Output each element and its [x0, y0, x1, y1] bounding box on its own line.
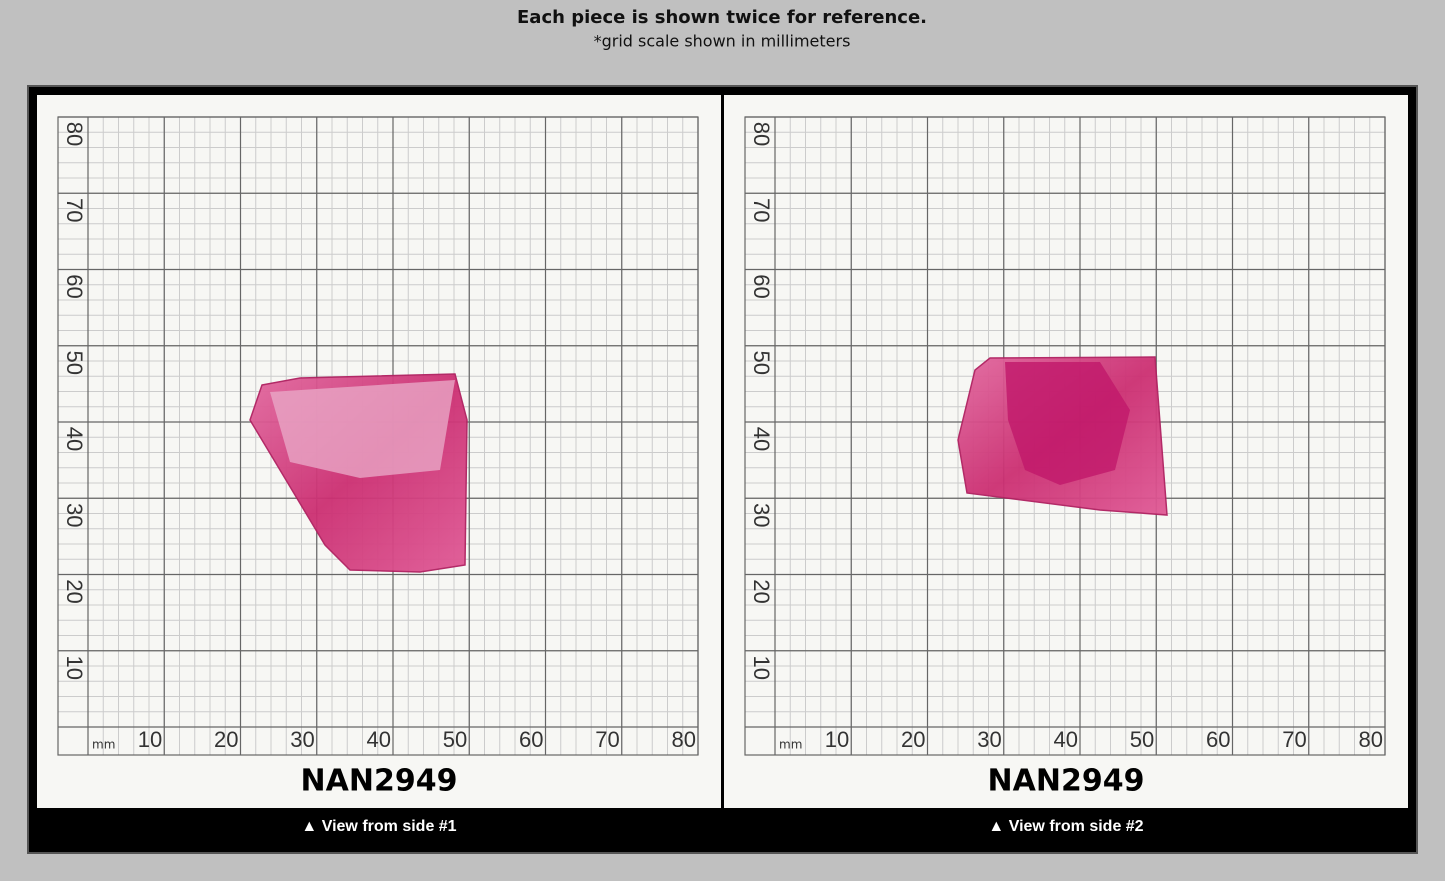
- x-scale-label: 80: [1359, 727, 1383, 752]
- y-scale-label: 30: [62, 503, 87, 527]
- y-scale-label: 20: [749, 579, 774, 603]
- x-scale-label: 50: [1130, 727, 1154, 752]
- unit-label: mm: [779, 738, 802, 752]
- grid-border: [57, 116, 699, 756]
- gem-facet: [1005, 362, 1130, 485]
- x-scale-label: 60: [519, 727, 543, 752]
- caption: ▲ View from side #2: [988, 818, 1143, 835]
- x-scale-label: 60: [1206, 727, 1230, 752]
- x-scale-label: 30: [290, 727, 314, 752]
- x-scale-label: 70: [595, 727, 619, 752]
- y-scale-label: 20: [62, 579, 87, 603]
- x-scale-label: 70: [1282, 727, 1306, 752]
- y-scale-label: 80: [62, 122, 87, 146]
- y-scale-label: 60: [62, 274, 87, 298]
- y-scale-label: 40: [62, 427, 87, 451]
- subtitle: *grid scale shown in millimeters: [594, 32, 851, 51]
- x-scale-label: 40: [367, 727, 391, 752]
- panel: mm 10 20 30 40 50 60 70 80 10 20 30 40 50 60 70 80 NAN294…: [724, 95, 1408, 835]
- y-scale-label: 80: [749, 122, 774, 146]
- y-scale-label: 70: [749, 198, 774, 222]
- x-scale-label: 10: [138, 727, 162, 752]
- y-scale-label: 70: [62, 198, 87, 222]
- x-scale-label: 20: [214, 727, 238, 752]
- x-scale-label: 20: [901, 727, 925, 752]
- panels: mm 10 20 30 40 50 60 70 80 10 20 30 40 50 60 70 80 NAN294…: [37, 95, 1408, 835]
- x-scale-label: 50: [443, 727, 467, 752]
- y-scale-label: 30: [749, 503, 774, 527]
- title: Each piece is shown twice for reference.: [517, 7, 927, 28]
- y-scale-label: 10: [749, 656, 774, 680]
- y-scale-label: 50: [62, 351, 87, 375]
- gem-facet: [270, 380, 455, 478]
- y-scale-label: 10: [62, 656, 87, 680]
- y-scale-label: 40: [749, 427, 774, 451]
- y-scale-label: 60: [749, 274, 774, 298]
- unit-label: mm: [92, 738, 115, 752]
- item-id: NAN2949: [988, 764, 1145, 799]
- item-id: NAN2949: [301, 764, 458, 799]
- caption: ▲ View from side #1: [301, 818, 456, 835]
- x-scale-label: 80: [672, 727, 696, 752]
- x-scale-label: 40: [1054, 727, 1078, 752]
- panel: mm 10 20 30 40 50 60 70 80 10 20 30 40 50 60 70 80 NAN294…: [37, 95, 721, 835]
- x-scale-label: 10: [825, 727, 849, 752]
- y-scale-label: 50: [749, 351, 774, 375]
- grid-border: [744, 116, 1386, 756]
- x-scale-label: 30: [977, 727, 1001, 752]
